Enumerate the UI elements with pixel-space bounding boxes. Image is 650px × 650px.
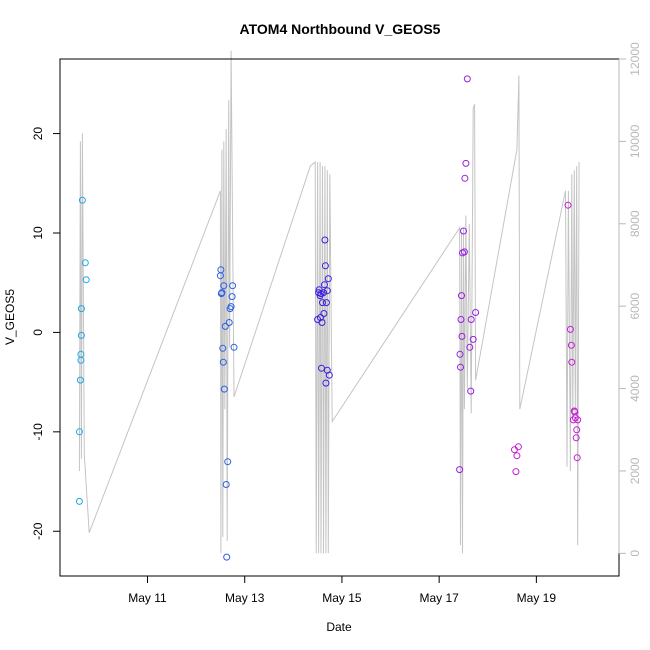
y-tick-label: 20 xyxy=(31,127,45,141)
data-point xyxy=(223,553,231,561)
y-tick-label: 0 xyxy=(31,329,45,336)
data-point xyxy=(230,343,238,351)
data-point xyxy=(228,293,236,301)
data-point xyxy=(82,276,90,284)
data-point xyxy=(229,282,237,290)
y-tick-label: 10 xyxy=(31,226,45,240)
data-point xyxy=(224,458,232,466)
points-layer xyxy=(75,75,582,561)
data-point xyxy=(321,236,329,244)
data-point xyxy=(564,201,572,209)
data-point xyxy=(460,227,467,235)
data-point xyxy=(76,376,84,384)
data-point xyxy=(460,248,468,256)
y2-tick-label: 10000 xyxy=(628,124,642,158)
data-point xyxy=(219,344,227,352)
y2-tick-label: 8000 xyxy=(628,210,642,237)
data-point xyxy=(320,310,328,317)
x-tick-label: May 11 xyxy=(128,591,167,605)
data-point xyxy=(466,343,474,351)
y2-tick-label: 0 xyxy=(628,550,642,557)
x-axis-label: Date xyxy=(326,620,352,634)
data-point xyxy=(467,316,475,323)
data-point xyxy=(325,371,333,379)
x-tick-label: May 13 xyxy=(225,591,265,605)
data-point xyxy=(78,196,86,204)
data-point xyxy=(319,299,326,307)
data-point xyxy=(227,303,235,311)
data-point xyxy=(217,266,225,274)
data-point xyxy=(456,350,464,358)
chart-title: ATOM4 Northbound V_GEOS5 xyxy=(240,21,441,37)
data-point xyxy=(572,434,580,442)
data-point xyxy=(218,289,226,297)
y-tick-label: -20 xyxy=(31,522,45,540)
data-point xyxy=(457,363,464,371)
data-point xyxy=(219,358,227,366)
data-point xyxy=(513,452,521,460)
data-point xyxy=(318,319,326,326)
data-point xyxy=(75,497,83,505)
data-point xyxy=(573,454,581,462)
data-point xyxy=(324,275,332,283)
data-point xyxy=(458,292,465,300)
x-axis: May 11 May 13 May 15 May 17 May 19 xyxy=(128,575,557,605)
data-point xyxy=(568,358,576,366)
data-point xyxy=(322,299,330,307)
data-point xyxy=(566,325,574,333)
plot-frame xyxy=(59,58,620,577)
data-point xyxy=(472,309,480,316)
data-point xyxy=(322,379,330,387)
data-point xyxy=(574,416,582,424)
secondary-line-layer xyxy=(78,50,580,554)
data-point xyxy=(225,319,233,326)
data-point xyxy=(569,416,577,424)
y2-tick-label: 4000 xyxy=(628,375,642,402)
y2-axis: 0 2000 4000 6000 8000 10000 12000 xyxy=(618,42,642,557)
data-point xyxy=(461,174,469,182)
data-point xyxy=(323,287,331,295)
data-point xyxy=(462,159,470,167)
y-axis: -20 -10 0 10 20 xyxy=(31,127,61,540)
data-point xyxy=(220,385,228,393)
x-tick-label: May 17 xyxy=(419,591,459,605)
y-axis-label: V_GEOS5 xyxy=(3,289,17,345)
data-point xyxy=(220,282,228,290)
data-point xyxy=(512,468,520,476)
data-point xyxy=(317,314,324,321)
data-point xyxy=(463,75,471,83)
x-tick-label: May 15 xyxy=(322,591,362,605)
secondary-series-line xyxy=(78,50,580,554)
data-point xyxy=(458,332,466,340)
data-point xyxy=(222,481,230,488)
y2-tick-label: 12000 xyxy=(628,42,642,76)
data-point xyxy=(320,289,327,297)
data-point xyxy=(320,281,328,289)
data-point xyxy=(573,426,581,434)
data-point xyxy=(514,443,522,451)
data-point xyxy=(75,428,83,436)
data-point xyxy=(469,335,477,343)
data-point xyxy=(321,262,329,270)
y-tick-label: -10 xyxy=(31,423,45,441)
data-point xyxy=(567,341,575,349)
x-tick-label: May 19 xyxy=(517,591,557,605)
data-point xyxy=(77,350,85,358)
data-point xyxy=(467,387,475,395)
data-point xyxy=(456,466,464,474)
data-point xyxy=(221,322,229,330)
data-point xyxy=(457,316,465,323)
data-point xyxy=(77,331,85,339)
y2-tick-label: 6000 xyxy=(628,293,642,320)
data-point xyxy=(77,305,85,313)
data-point xyxy=(81,259,89,267)
y2-tick-label: 2000 xyxy=(628,457,642,484)
